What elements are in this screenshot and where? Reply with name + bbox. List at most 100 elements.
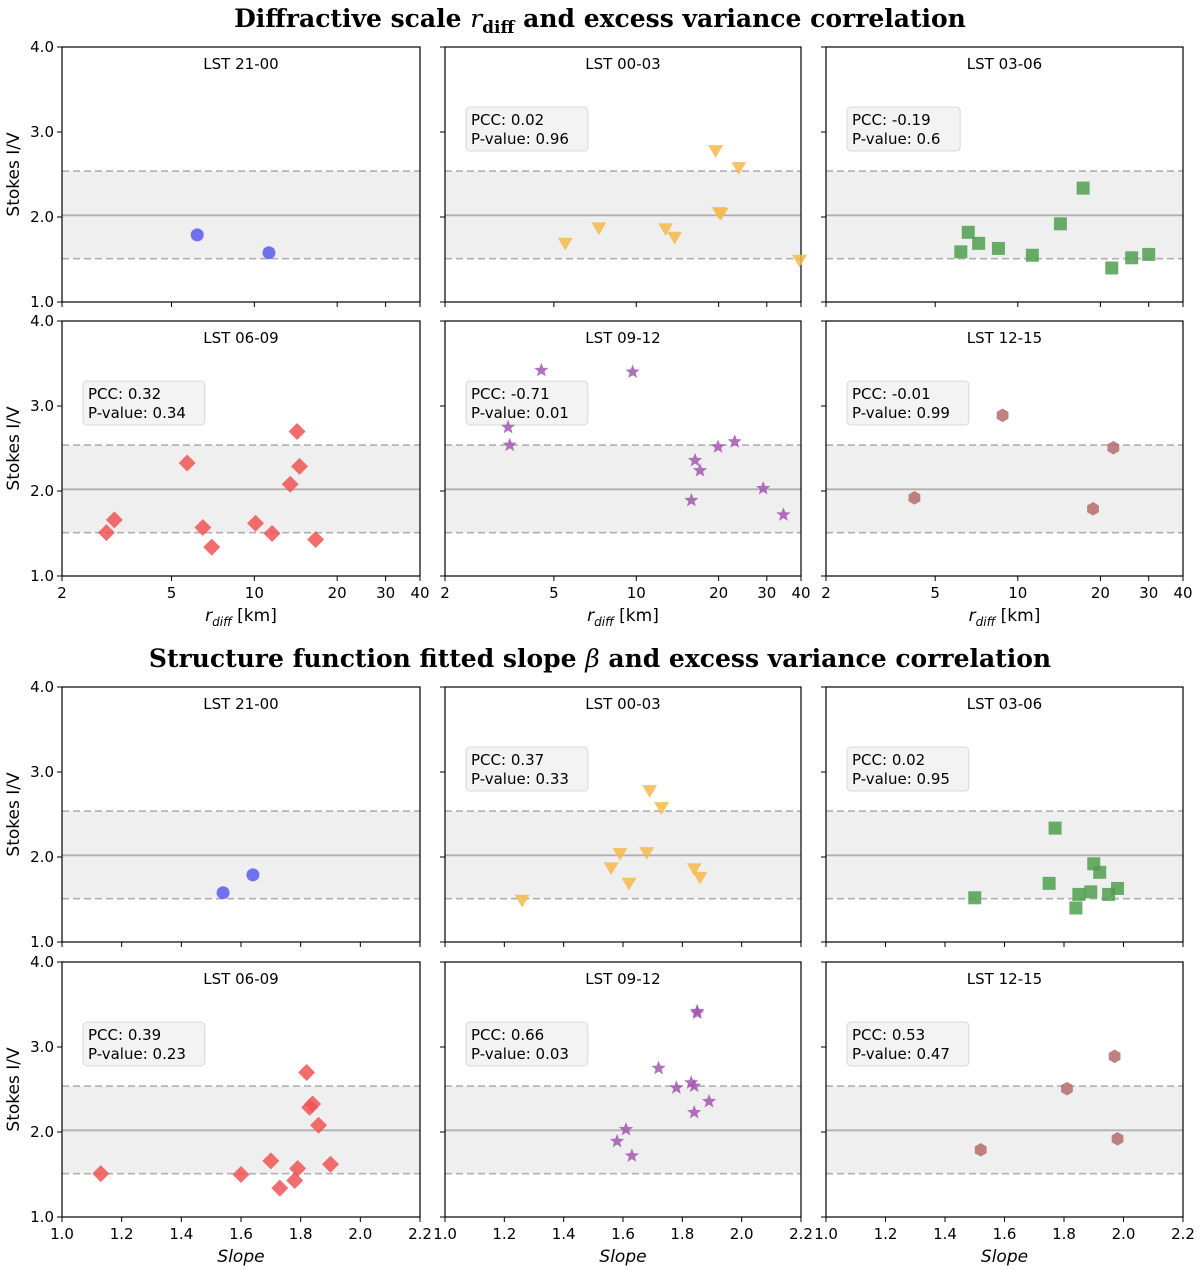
x-tick-label: 1.0 [814,1225,838,1243]
stats-box [846,106,961,152]
x-tick-label: 30 [1139,584,1158,602]
x-tick-label: 30 [376,584,395,602]
x-axis-label-unit: [km] [995,606,1040,626]
pcc-label: PCC: 0.32 [88,385,161,403]
data-point [194,519,212,537]
panel-frame [444,320,802,577]
x-tick-label: 2.2 [408,1225,432,1243]
data-point [972,236,986,250]
panel-grid: LST 21-00 1.0 2.0 3.0 4.0 Stokes I/V LST 00-03… [4,38,1195,1267]
data-point [1125,251,1139,265]
data-point [687,452,703,467]
pvalue-label: P-value: 0.23 [88,1045,186,1063]
panel-title: LST 03-06 [967,695,1042,713]
panel-1-3: LST 06-09 PCC: 0.39P-value: 0.23 1.0 2.0 3.0… [4,953,432,1267]
x-tick-label: 10 [245,584,264,602]
data-point [684,492,699,507]
x-axis-label: rdiff [km] [969,606,1041,629]
data-points [908,408,1120,516]
data-point [1142,247,1156,261]
y-tick-label: 4.0 [30,38,54,56]
x-tick-label: 2 [821,584,831,602]
x-axis-label: rdiff [km] [587,606,659,629]
data-point [642,785,658,798]
data-point [612,847,628,861]
x-tick-label: 2.2 [789,1225,813,1243]
panel-title: LST 21-00 [203,695,278,713]
panel-0-2: LST 03-06 PCC: -0.19P-value: 0.6 [821,46,1184,307]
data-point [262,246,276,260]
panel-frame [61,46,421,303]
data-point [1111,1132,1124,1146]
data-point [908,491,921,505]
data-point [701,1093,717,1108]
x-axis-label-var: r [587,606,595,626]
x-axis-label-sub: diff [976,615,997,629]
data-point [534,362,549,377]
stats-box [846,746,970,792]
data-point [974,1143,987,1157]
data-point [687,1104,702,1119]
pvalue-label: P-value: 0.6 [852,130,940,148]
x-tick-label: 2.0 [1112,1225,1136,1243]
x-tick-label: 2.2 [1171,1225,1195,1243]
data-points [500,362,791,521]
data-point [686,863,702,877]
data-point [1111,881,1125,895]
data-point [271,1179,289,1197]
data-point [961,225,975,239]
y-tick-label: 1.0 [30,1208,54,1226]
x-tick-label: 1.2 [492,1225,516,1243]
data-points [974,1049,1124,1157]
data-point [307,530,325,548]
y-tick-label: 4.0 [30,953,54,971]
y-tick-label: 2.0 [30,208,54,226]
panel-0-0: LST 21-00 1.0 2.0 3.0 4.0 Stokes I/V [4,38,421,311]
data-point [713,207,729,221]
y-tick-label: 1.0 [30,293,54,311]
x-tick-label: 1.6 [611,1225,635,1243]
data-point [684,1075,699,1089]
x-tick-label: 1.4 [169,1225,193,1243]
panel-frame [825,320,1184,577]
data-point [625,364,640,379]
pcc-label: PCC: -0.01 [852,385,931,403]
panel-0-1: LST 00-03 PCC: 0.02P-value: 0.96 [440,46,808,307]
y-tick-label: 3.0 [30,397,54,415]
y-tick-label: 2.0 [30,482,54,500]
panel-title: LST 09-12 [585,329,660,347]
panel-title: LST 06-09 [203,970,278,988]
data-point [667,231,683,245]
y-tick-label: 2.0 [30,848,54,866]
x-tick-label: 1.8 [289,1225,313,1243]
pcc-label: PCC: -0.19 [852,111,931,129]
x-axis-label-unit: [km] [614,606,659,626]
x-tick-label: 20 [1091,584,1110,602]
panel-title: LST 12-15 [967,970,1042,988]
data-points [557,145,808,268]
x-tick-label: 1.8 [1052,1225,1076,1243]
data-point [618,1121,634,1136]
data-point [727,434,742,448]
stats-box [465,1021,589,1067]
y-axis-label: Stokes I/V [4,132,24,217]
x-tick-label: 1.8 [670,1225,694,1243]
y-tick-label: 3.0 [30,1038,54,1056]
data-point [756,480,771,495]
x-tick-label: 5 [549,584,559,602]
panel-1-4: LST 09-12 PCC: 0.66P-value: 0.03 1.0 1.2 1.4… [433,961,813,1267]
x-axis-label: rdiff [km] [205,606,277,629]
x-axis-label-var: r [205,606,213,626]
stats-box [465,746,589,792]
data-point [97,524,115,542]
data-points [92,1064,339,1197]
data-point [692,871,708,885]
data-point [289,1160,307,1178]
panel-title: LST 09-12 [585,970,660,988]
pcc-label: PCC: 0.39 [88,1026,161,1044]
data-points [190,228,276,260]
data-point [1084,885,1098,899]
data-point [603,862,619,876]
y-tick-label: 2.0 [30,1123,54,1141]
data-point [288,423,306,440]
